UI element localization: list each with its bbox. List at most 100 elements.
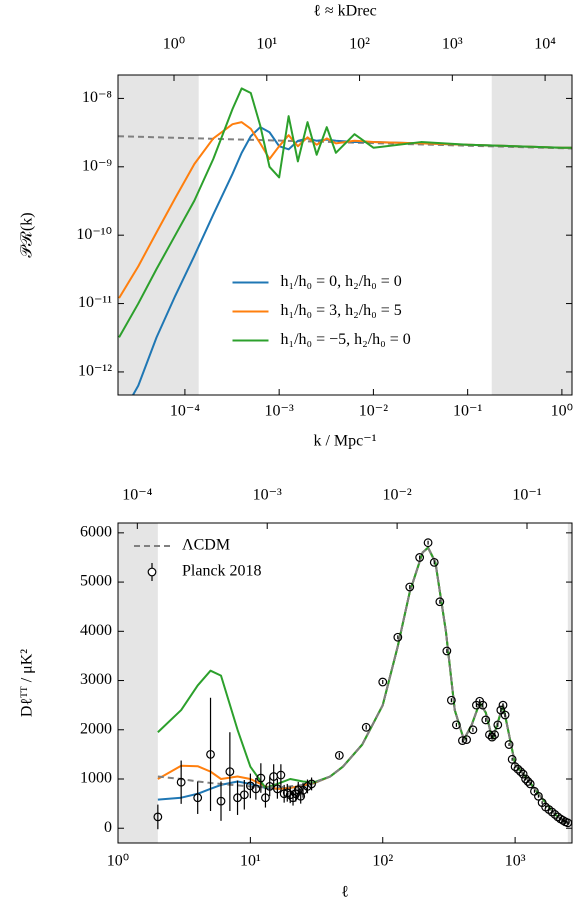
data-point xyxy=(496,705,506,715)
data-point xyxy=(361,722,371,732)
data-point xyxy=(462,735,471,745)
x-axis-label: k / Mpc⁻¹ xyxy=(313,433,376,450)
data-point xyxy=(547,807,557,817)
series-line xyxy=(157,546,569,825)
data-point xyxy=(534,791,543,801)
x2-tick-label: 10⁻⁴ xyxy=(122,487,152,504)
data-point xyxy=(193,793,203,803)
data-point xyxy=(487,732,497,742)
legend: ΛCDM Planck 2018 xyxy=(134,537,262,581)
x2-tick-label: 10⁻¹ xyxy=(512,487,541,504)
data-point xyxy=(296,791,306,801)
data-point xyxy=(525,779,535,789)
series-line xyxy=(118,121,572,299)
y-tick-label: 10⁻⁸ xyxy=(82,89,112,106)
shaded-region xyxy=(118,523,158,843)
data-point xyxy=(378,677,388,687)
x2-tick-label: 10⁻² xyxy=(382,487,411,504)
y-tick-label: 4000 xyxy=(80,622,112,639)
plot-area xyxy=(118,523,572,843)
data-point xyxy=(429,557,439,567)
data-point xyxy=(516,767,525,777)
x-tick-label: 10¹ xyxy=(240,853,261,870)
y-tick-label: 10⁻⁹ xyxy=(82,157,112,174)
data-point xyxy=(523,777,533,786)
legend-label: h₁/h₀ = 0, h₂/h₀ = 0 xyxy=(281,273,402,290)
data-point xyxy=(498,700,508,710)
x2-axis-label: ℓ ≈ kDrec xyxy=(313,3,377,20)
legend-label: h₁/h₀ = 3, h₂/h₀ = 5 xyxy=(281,302,402,319)
data-point xyxy=(423,538,433,548)
shaded-region xyxy=(491,75,572,395)
series-line xyxy=(157,546,569,825)
data-point xyxy=(256,773,266,783)
y-tick-label: 2000 xyxy=(80,720,112,737)
data-point xyxy=(393,632,403,642)
y-tick-label: 10⁻¹² xyxy=(78,363,112,380)
data-point xyxy=(153,812,163,822)
data-point xyxy=(493,720,503,730)
data-point xyxy=(239,790,249,800)
data-point xyxy=(446,695,456,705)
x-tick-label: 10⁻² xyxy=(359,403,388,420)
plot-frame xyxy=(117,522,573,844)
data-point xyxy=(513,764,523,774)
data-point xyxy=(276,770,286,780)
x2-tick-label: 10² xyxy=(349,36,370,53)
data-point xyxy=(468,725,478,735)
y-axis-label: 𝒫ℛ(k) xyxy=(19,212,36,257)
shaded-region xyxy=(567,523,572,843)
x2-tick-label: 10³ xyxy=(442,36,463,53)
legend-label: h₁/h₀ = −5, h₂/h₀ = 0 xyxy=(281,331,411,348)
y-tick-label: 5000 xyxy=(80,573,112,590)
y-tick-label: 3000 xyxy=(80,671,112,688)
data-point xyxy=(435,597,445,607)
data-point xyxy=(307,779,316,789)
data-point xyxy=(485,730,494,740)
y-tick-label: 1000 xyxy=(80,770,112,787)
x-tick-label: 10⁰ xyxy=(551,403,573,420)
data-point xyxy=(507,754,517,764)
data-point xyxy=(550,810,560,819)
y-tick-label: 10⁻¹¹ xyxy=(78,294,112,311)
x2-tick-label: 10¹ xyxy=(256,36,277,53)
data-point xyxy=(285,790,295,800)
data-point xyxy=(334,750,344,760)
legend-swatch xyxy=(147,567,157,577)
data-point xyxy=(225,767,235,777)
data-point xyxy=(478,700,488,710)
x-tick-label: 10³ xyxy=(505,853,526,870)
data-point xyxy=(481,715,491,725)
x-axis-label: ℓ xyxy=(341,884,349,901)
x-tick-label: 10⁻⁴ xyxy=(170,403,200,420)
data-point xyxy=(442,646,452,656)
y-tick-label: 10⁻¹⁰ xyxy=(76,226,112,243)
data-point xyxy=(451,720,461,730)
data-point xyxy=(272,784,282,794)
series-line xyxy=(118,135,572,150)
data-point xyxy=(518,769,528,779)
data-point xyxy=(521,774,530,784)
data-point xyxy=(415,553,425,562)
y-tick-label: 0 xyxy=(104,819,112,836)
plot-area xyxy=(118,75,572,395)
y-axis-label: Dℓᵀᵀ / μK² xyxy=(19,649,36,717)
x2-tick-label: 10⁻³ xyxy=(253,487,282,504)
x2-tick-label: 10⁰ xyxy=(163,36,185,53)
legend: h₁/h₀ = 0, h₂/h₀ = 0 h₁/h₀ = 3, h₂/h₀ = 5… xyxy=(232,273,411,348)
data-point xyxy=(490,730,500,740)
data-point xyxy=(500,710,510,720)
series-line xyxy=(157,546,569,825)
x-tick-label: 10⁻³ xyxy=(265,403,294,420)
shaded-region xyxy=(118,75,199,395)
x-tick-label: 10⁻¹ xyxy=(453,403,482,420)
data-point xyxy=(176,777,186,787)
data-point xyxy=(206,749,215,759)
series-line xyxy=(157,546,569,825)
x-tick-label: 10⁰ xyxy=(107,853,129,870)
legend-label: Planck 2018 xyxy=(182,563,262,580)
x-tick-label: 10² xyxy=(372,853,393,870)
legend-label: ΛCDM xyxy=(182,537,230,554)
data-point xyxy=(504,740,514,749)
